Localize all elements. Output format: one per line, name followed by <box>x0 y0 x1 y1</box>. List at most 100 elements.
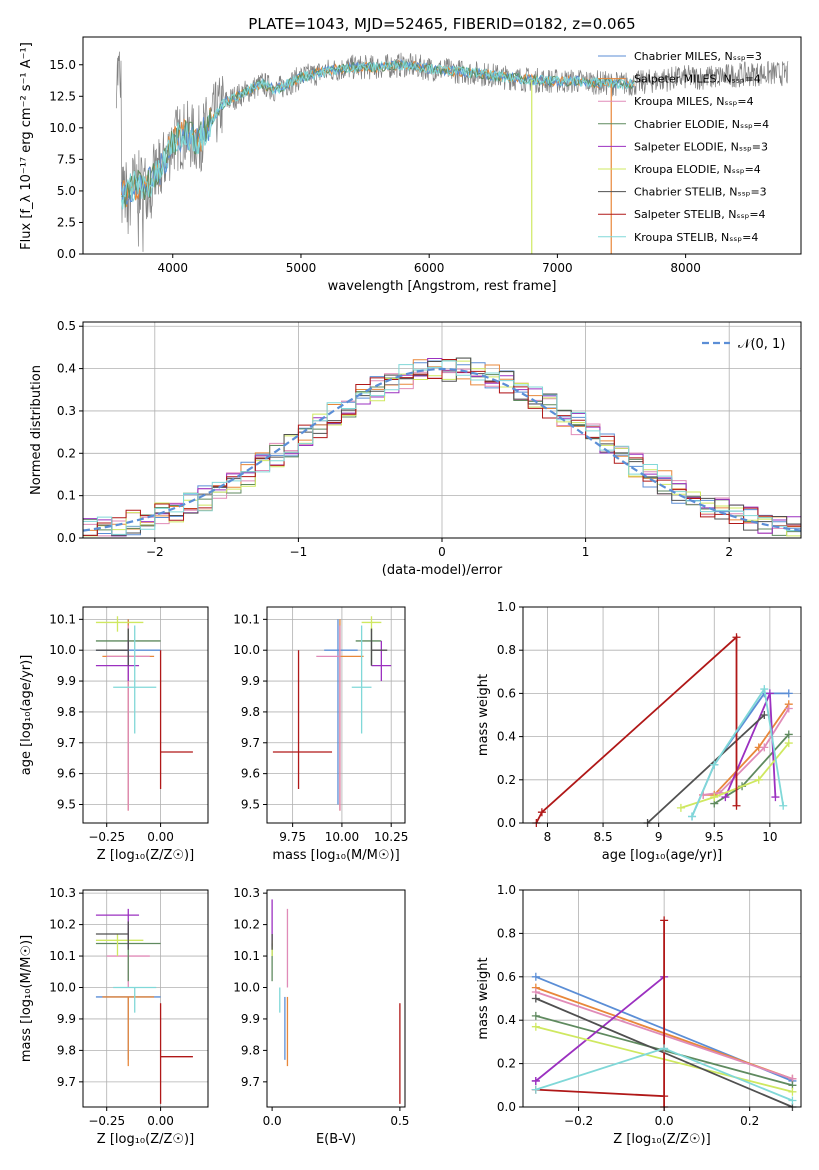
y-tick-label: 9.7 <box>57 1075 76 1089</box>
x-tick-label: 8.5 <box>594 830 613 844</box>
chart-title: PLATE=1043, MJD=52465, FIBERID=0182, z=0… <box>248 15 635 33</box>
weight-marker <box>784 730 793 739</box>
weight-marker <box>531 1085 540 1094</box>
x-tick-label: −0.2 <box>564 1114 593 1128</box>
y-tick-label: 5.0 <box>57 184 76 198</box>
y-tick-label: 10.1 <box>233 949 260 963</box>
x-axis-label: wavelength [Angstrom, rest frame] <box>328 279 557 294</box>
axes-weight_vs_Z: −0.2 0.0 0.2 0.0 0.2 0.4 0.6 0.8 1.0 Z [log₁₀(Z/Z… <box>476 883 802 1147</box>
axes-frame <box>82 889 209 1108</box>
legend-label: Chabrier STELIB, Nₛₛₚ=3 <box>634 186 767 199</box>
x-tick-label: 0.00 <box>147 830 174 844</box>
y-axis-label: age [log₁₀(age/yr)] <box>19 655 34 776</box>
y-tick-label: 10.3 <box>49 886 76 900</box>
y-tick-label: 0.4 <box>57 362 76 376</box>
y-tick-label: 9.9 <box>241 1012 260 1026</box>
y-tick-label: 0.2 <box>497 773 516 787</box>
legend-label: Kroupa STELIB, Nₛₛₚ=4 <box>634 231 758 244</box>
y-axis-label: mass weight <box>476 957 491 1039</box>
plot-area <box>532 633 793 827</box>
weight-marker <box>660 916 669 925</box>
y-tick-label: 10.1 <box>49 612 76 626</box>
plot-area <box>271 899 401 1104</box>
y-tick-label: 10.2 <box>233 918 260 932</box>
y-tick-label: 10.0 <box>233 643 260 657</box>
y-tick-label: 0.8 <box>497 926 516 940</box>
x-tick-label: −2 <box>146 545 164 559</box>
y-tick-label: 10.2 <box>49 918 76 932</box>
x-tick-label: 6000 <box>414 261 445 275</box>
x-tick-label: 7000 <box>542 261 573 275</box>
y-axis-label: mass [log₁₀(M/M☉)] <box>19 935 34 1062</box>
axes-frame <box>522 606 802 824</box>
x-tick-label: 9.75 <box>279 830 306 844</box>
plot-area <box>115 51 789 254</box>
weight-marker <box>531 972 540 981</box>
weight-marker <box>531 1022 540 1031</box>
y-tick-label: 9.8 <box>57 1043 76 1057</box>
weight-marker <box>771 793 780 802</box>
x-tick-label: 8000 <box>670 261 701 275</box>
x-tick-label: −0.25 <box>88 1114 125 1128</box>
y-tick-label: 0.4 <box>497 730 516 744</box>
x-axis-label: Z [log₁₀(Z/Z☉)] <box>97 1132 194 1147</box>
weight-marker <box>760 685 769 694</box>
residual-histogram <box>82 360 801 538</box>
weight-marker <box>784 739 793 748</box>
x-axis-label: mass [log₁₀(M/M☉)] <box>272 848 399 863</box>
weight-marker <box>760 711 769 719</box>
axes-age_vs_mass: 9.75 10.00 10.25 9.5 9.6 9.7 9.8 9.9 10.0 10.1 mas… <box>233 606 408 863</box>
weight-marker <box>660 1092 669 1101</box>
x-tick-label: 0 <box>438 545 446 559</box>
x-axis-label: E(B-V) <box>316 1132 356 1147</box>
y-tick-label: 9.8 <box>57 705 76 719</box>
y-tick-label: 10.1 <box>49 949 76 963</box>
weight-marker <box>732 801 741 810</box>
y-tick-label: 9.7 <box>241 1075 260 1089</box>
x-tick-label: 5000 <box>286 261 317 275</box>
x-tick-label: 0.2 <box>740 1114 759 1128</box>
y-tick-label: 9.6 <box>241 767 260 781</box>
y-axis-label: Flux [f_λ 10⁻¹⁷ erg cm⁻² s⁻¹ A⁻¹] <box>19 42 34 250</box>
axes-residuals: −2 −1 0 1 2 0.0 0.1 0.2 0.3 0.4 0.5 (data-model)/er… <box>29 319 802 578</box>
weight-marker <box>688 812 697 821</box>
y-tick-label: 0.6 <box>497 970 516 984</box>
weight-marker <box>710 760 719 769</box>
y-tick-label: 9.9 <box>57 1012 76 1026</box>
normal-curve <box>82 367 802 532</box>
x-tick-label: 0.5 <box>390 1114 409 1128</box>
weight-marker <box>784 704 793 713</box>
weight-marker <box>531 1076 540 1085</box>
y-tick-label: 9.8 <box>241 1043 260 1057</box>
weight-marker <box>660 1044 669 1053</box>
y-tick-label: 10.0 <box>49 121 76 135</box>
weight-marker <box>710 793 719 802</box>
weight-marker <box>754 775 763 784</box>
plot-area <box>95 616 193 811</box>
y-tick-label: 0.8 <box>497 643 516 657</box>
y-tick-label: 9.5 <box>241 797 260 811</box>
weight-series <box>535 635 738 824</box>
y-tick-label: 0.3 <box>57 404 76 418</box>
y-tick-label: 0.2 <box>57 446 76 460</box>
axes-spectrum: 4000 5000 6000 7000 8000 0.0 2.5 5.0 7.5 10.0 12.5… <box>19 15 802 294</box>
x-tick-label: 2 <box>725 545 733 559</box>
x-tick-label: 0.00 <box>147 1114 174 1128</box>
plot-area <box>272 616 392 811</box>
weight-marker <box>676 803 685 812</box>
plot-area <box>95 908 193 1104</box>
weight-marker <box>784 689 793 698</box>
weight-marker <box>531 1011 540 1020</box>
weight-marker <box>760 743 769 752</box>
x-tick-label: 10.25 <box>374 830 408 844</box>
weight-series <box>646 714 765 824</box>
x-axis-label: Z [log₁₀(Z/Z☉)] <box>613 1132 710 1147</box>
x-tick-label: −0.25 <box>88 830 125 844</box>
y-tick-label: 7.5 <box>57 152 76 166</box>
x-tick-label: 0.0 <box>263 1114 282 1128</box>
axes-frame <box>82 606 209 824</box>
y-tick-label: 0.6 <box>497 686 516 700</box>
y-tick-label: 12.5 <box>49 89 76 103</box>
y-axis-label: Normed distribution <box>29 365 44 495</box>
